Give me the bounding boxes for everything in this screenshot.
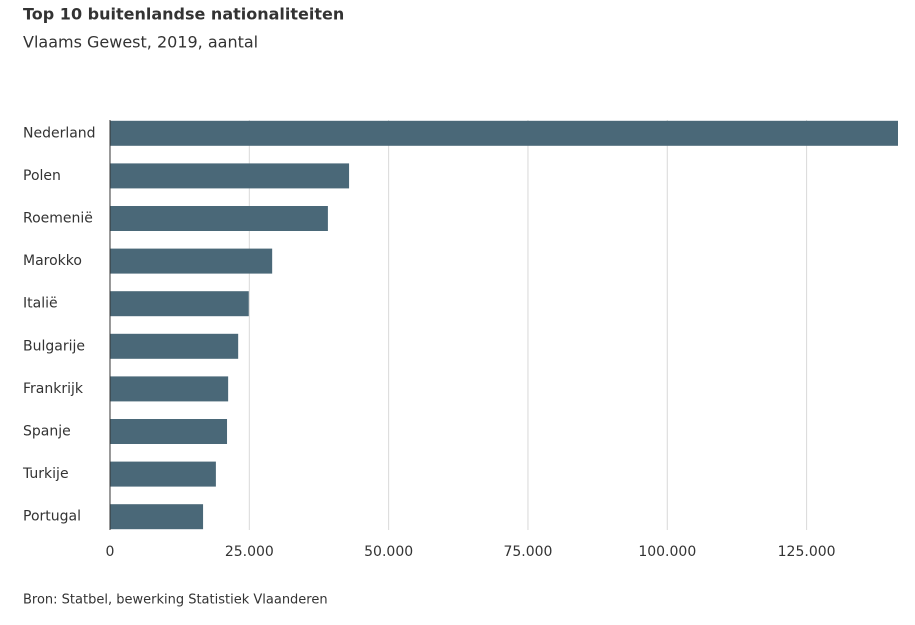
x-tick-label: 25.000: [225, 544, 274, 560]
y-tick-label: Polen: [23, 168, 61, 184]
y-tick-label: Turkije: [22, 466, 69, 482]
bar: [110, 206, 328, 231]
bar: [110, 504, 204, 530]
y-tick-label: Spanje: [23, 424, 71, 440]
y-tick-label: Nederland: [23, 125, 96, 141]
bar: [110, 333, 239, 359]
x-tick-label: 100.000: [638, 544, 696, 560]
y-tick-label: Roemenië: [23, 211, 93, 227]
y-tick-label: Frankrijk: [23, 381, 84, 397]
y-tick-label: Bulgarije: [23, 338, 85, 354]
bar: [110, 163, 350, 189]
y-tick-label: Portugal: [23, 509, 81, 525]
bar: [110, 419, 228, 444]
chart-title: Top 10 buitenlandse nationaliteiten: [23, 5, 344, 24]
x-tick-label: 75.000: [503, 544, 552, 560]
x-tick-label: 50.000: [364, 544, 413, 560]
bar: [110, 291, 249, 317]
bar: [110, 461, 216, 487]
y-tick-label: Marokko: [23, 253, 82, 269]
x-tick-label: 125.000: [778, 544, 836, 560]
bar: [110, 120, 898, 146]
bar: [110, 248, 273, 274]
x-tick-label: 0: [106, 544, 115, 560]
chart-subtitle: Vlaams Gewest, 2019, aantal: [23, 33, 258, 52]
source: Bron: Statbel, bewerking Statistiek Vlaa…: [23, 593, 328, 608]
bar: [110, 376, 229, 402]
y-tick-label: Italië: [23, 296, 58, 312]
